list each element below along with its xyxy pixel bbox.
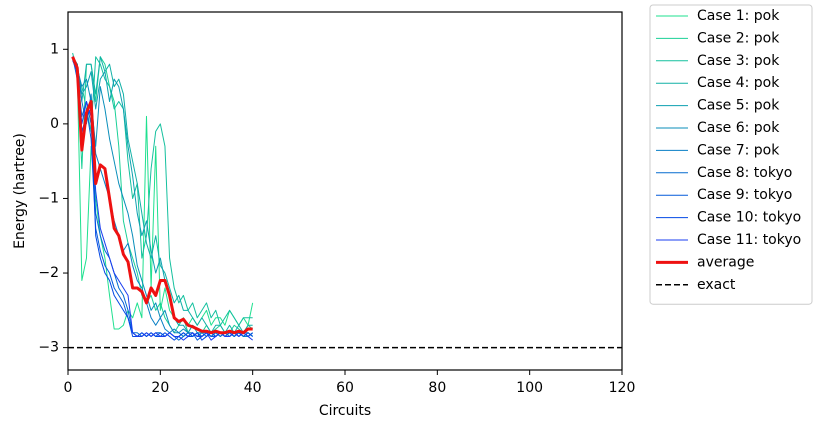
legend-box <box>649 4 813 305</box>
legend-label: Case 3: pok <box>697 53 780 69</box>
legend-label: Case 10: tokyo <box>697 210 801 226</box>
legend-label: Case 1: pok <box>697 8 780 24</box>
legend-label: Case 5: pok <box>697 98 780 114</box>
legend-label: Case 9: tokyo <box>697 187 792 203</box>
y-tick-label: −3 <box>38 340 59 356</box>
series-line <box>72 52 253 326</box>
x-axis-label: Circuits <box>319 403 371 419</box>
y-tick-label: 1 <box>50 41 59 57</box>
series-line <box>72 56 253 341</box>
y-tick-label: 0 <box>50 116 59 132</box>
x-tick-label: 40 <box>244 380 262 396</box>
series-line <box>72 56 253 337</box>
legend-label: Case 7: pok <box>697 142 780 158</box>
legend-label: Case 11: tokyo <box>697 232 801 248</box>
x-tick-label: 0 <box>64 380 73 396</box>
legend-label: average <box>697 254 754 270</box>
x-tick-label: 120 <box>609 380 636 396</box>
y-tick-label: −2 <box>38 265 59 281</box>
x-tick-label: 60 <box>336 380 354 396</box>
x-tick-label: 20 <box>151 380 169 396</box>
legend-label: Case 2: pok <box>697 30 780 46</box>
x-tick-label: 100 <box>516 380 543 396</box>
y-axis-label: Energy (hartree) <box>12 133 28 249</box>
series-line <box>71 56 253 335</box>
legend-label: Case 8: tokyo <box>697 165 792 181</box>
legend-label: exact <box>697 277 736 293</box>
y-tick-label: −1 <box>38 190 59 206</box>
legend-label: Case 4: pok <box>697 75 780 91</box>
plot-frame <box>67 11 623 371</box>
legend-label: Case 6: pok <box>697 120 780 136</box>
x-tick-label: 80 <box>428 380 446 396</box>
